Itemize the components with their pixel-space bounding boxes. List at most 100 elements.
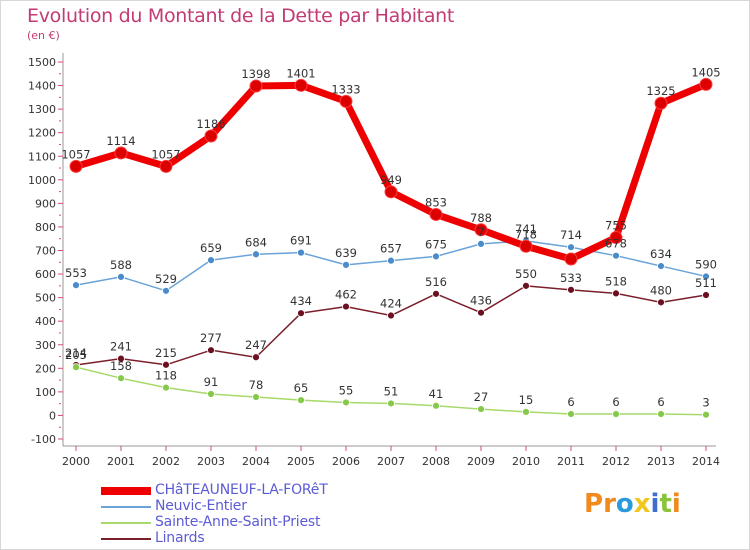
data-label: 684 xyxy=(245,235,267,249)
data-label: 755 xyxy=(605,219,627,233)
data-point xyxy=(477,405,485,413)
data-label: 949 xyxy=(380,173,402,187)
data-label: 480 xyxy=(650,283,672,297)
y-tick-label: 1200 xyxy=(28,127,56,140)
data-label: 1405 xyxy=(691,65,720,79)
x-tick-label: 2011 xyxy=(557,455,585,468)
data-label: 41 xyxy=(429,387,444,401)
data-point xyxy=(567,410,575,418)
x-tick-label: 2009 xyxy=(467,455,495,468)
x-tick-label: 2013 xyxy=(647,455,675,468)
data-point xyxy=(477,308,485,317)
data-point xyxy=(162,383,170,392)
data-point xyxy=(342,398,350,407)
data-point xyxy=(564,252,578,266)
data-label: 78 xyxy=(249,378,264,392)
y-tick-label: 400 xyxy=(35,315,56,328)
data-point xyxy=(387,311,395,320)
data-point xyxy=(159,159,173,173)
data-point xyxy=(297,309,305,318)
chart-subtitle: (en €) xyxy=(27,29,60,42)
data-point xyxy=(117,272,125,281)
data-point xyxy=(252,353,260,362)
data-point xyxy=(654,96,668,110)
data-label: 6 xyxy=(657,395,664,409)
data-point xyxy=(387,256,395,265)
data-point xyxy=(522,281,530,290)
proxiti-logo: Proxiti xyxy=(584,489,681,519)
data-point xyxy=(384,185,398,199)
data-point xyxy=(204,129,218,143)
data-label: 518 xyxy=(605,274,627,288)
data-label: 118 xyxy=(155,369,177,383)
data-label: 158 xyxy=(110,359,132,373)
logo-letter: x xyxy=(633,489,651,519)
data-label: 215 xyxy=(155,346,177,360)
data-label: 6 xyxy=(567,395,574,409)
data-label: 1325 xyxy=(646,84,675,98)
data-point xyxy=(567,285,575,294)
data-point xyxy=(252,393,260,401)
x-tick-label: 2014 xyxy=(692,455,720,468)
y-minor-tick xyxy=(59,403,61,405)
data-point xyxy=(339,94,353,108)
data-label: 27 xyxy=(474,390,489,404)
data-point xyxy=(207,256,215,265)
data-point xyxy=(117,374,125,383)
data-point xyxy=(522,408,530,416)
data-point xyxy=(609,231,623,245)
data-label: 462 xyxy=(335,288,357,302)
logo-letter: P xyxy=(584,489,604,519)
data-point xyxy=(612,251,620,260)
data-point xyxy=(72,281,80,290)
series-2 xyxy=(72,363,710,419)
data-label: 15 xyxy=(519,393,534,407)
data-label: 424 xyxy=(380,297,402,311)
data-point xyxy=(432,289,440,298)
data-label: 516 xyxy=(425,275,447,289)
data-label: 1398 xyxy=(241,67,270,81)
data-point xyxy=(429,207,443,221)
legend-label: Neuvic-Entier xyxy=(155,498,247,514)
data-point xyxy=(387,399,395,408)
data-point xyxy=(72,363,80,372)
data-label: 714 xyxy=(560,228,582,242)
data-label: 553 xyxy=(65,266,87,280)
x-tick-label: 2006 xyxy=(332,455,360,468)
y-tick-label: 1400 xyxy=(28,80,56,93)
data-label: 1186 xyxy=(196,117,225,131)
data-point xyxy=(567,243,575,252)
data-point xyxy=(69,159,83,173)
data-point xyxy=(702,410,710,419)
y-minor-tick xyxy=(59,426,61,428)
data-point xyxy=(162,360,170,369)
data-label: 7 xyxy=(477,225,484,239)
data-label: 659 xyxy=(200,241,222,255)
data-point xyxy=(294,78,308,92)
y-minor-tick xyxy=(59,379,61,381)
y-tick-label: 1100 xyxy=(28,150,56,163)
data-point xyxy=(252,250,260,259)
y-tick-label: 200 xyxy=(35,362,56,375)
data-label: 277 xyxy=(200,331,222,345)
data-point xyxy=(162,286,170,295)
y-minor-tick xyxy=(59,143,61,145)
y-minor-tick xyxy=(59,120,61,122)
logo-letter: i xyxy=(650,489,660,519)
data-point xyxy=(657,410,665,418)
data-label: 639 xyxy=(335,246,357,260)
x-tick-label: 2005 xyxy=(287,455,315,468)
y-minor-tick xyxy=(59,214,61,216)
data-point xyxy=(477,240,485,248)
y-minor-tick xyxy=(59,285,61,287)
x-tick-label: 2003 xyxy=(197,455,225,468)
logo-letter: r xyxy=(603,489,616,519)
data-point xyxy=(432,252,440,261)
legend-swatch xyxy=(101,522,151,524)
data-label: 3 xyxy=(702,396,709,410)
y-tick-label: 800 xyxy=(35,221,56,234)
data-point xyxy=(117,354,125,363)
x-tick-label: 2002 xyxy=(152,455,180,468)
y-minor-tick xyxy=(59,261,61,263)
